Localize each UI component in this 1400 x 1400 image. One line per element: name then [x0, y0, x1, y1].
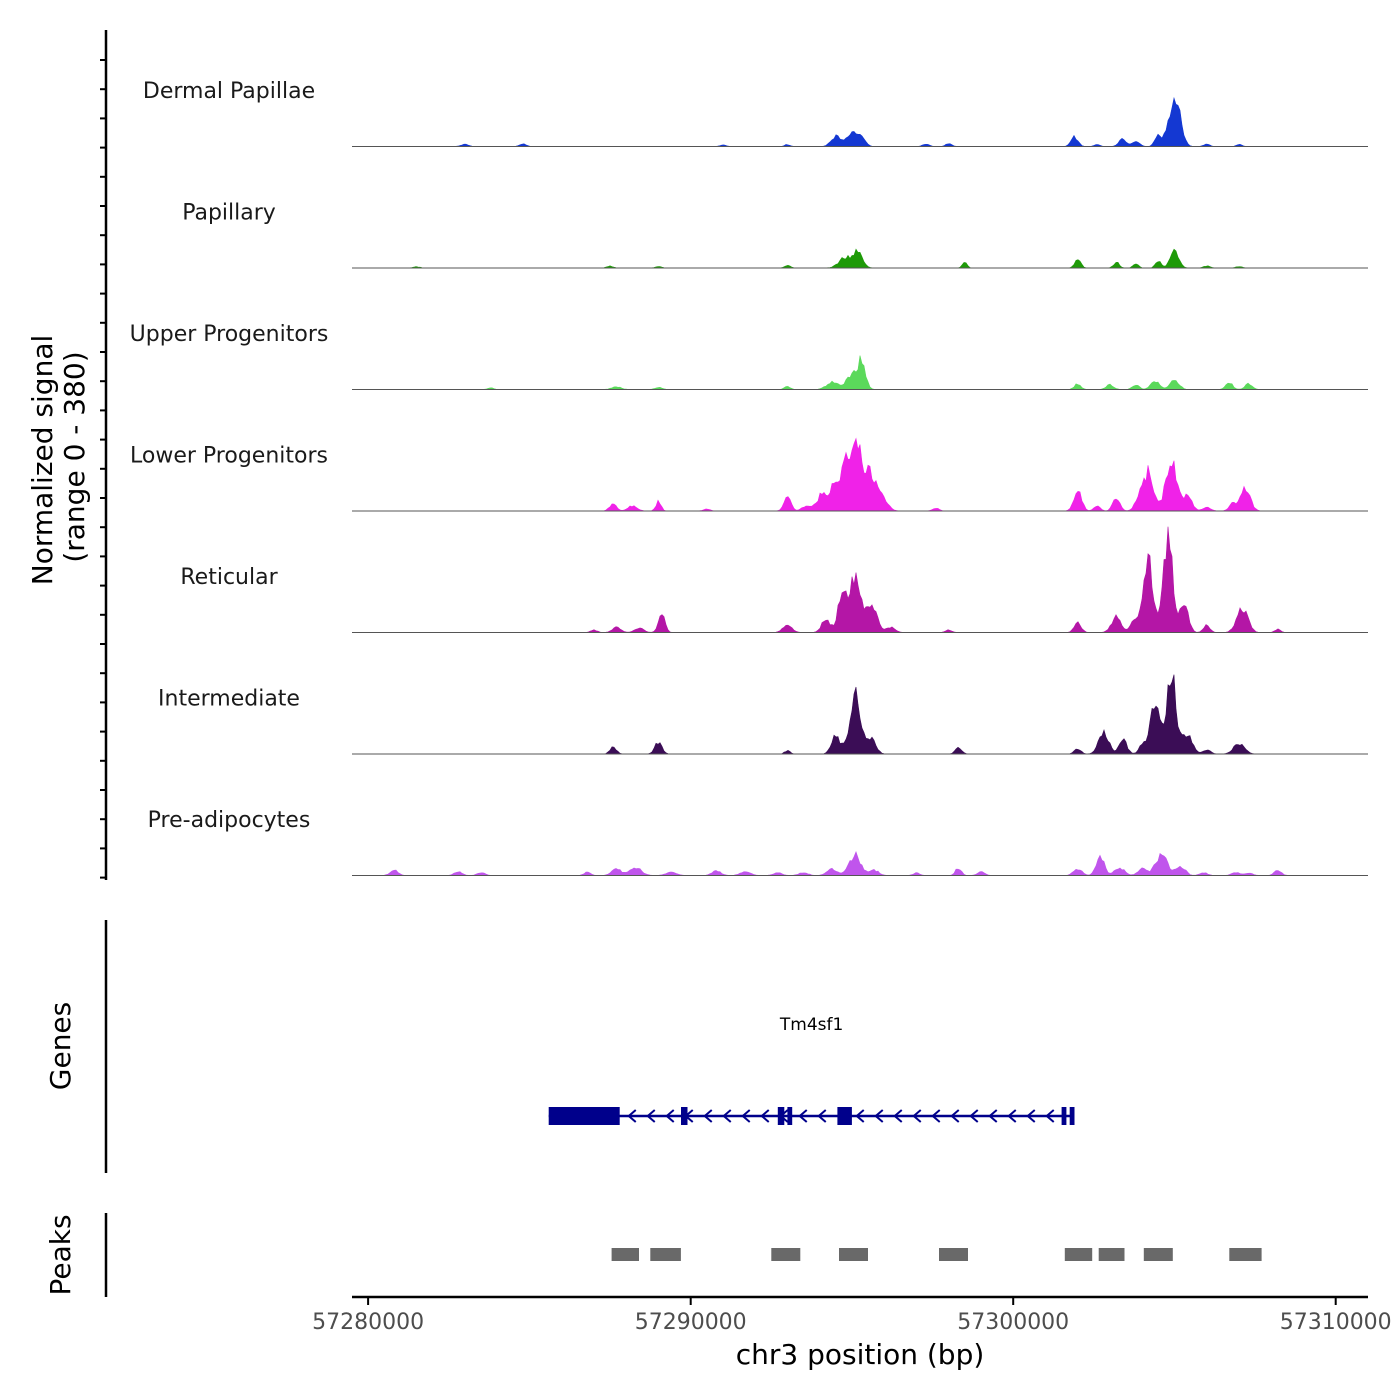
signal-area [352, 851, 1368, 876]
signal-area [352, 248, 1368, 269]
strand-arrow [950, 1109, 960, 1123]
peak-region [839, 1248, 868, 1261]
strand-arrow [1007, 1109, 1017, 1123]
peak-region [611, 1248, 639, 1261]
peak-region [771, 1248, 801, 1261]
peak-region [1098, 1248, 1125, 1261]
x-tick-label: 57310000 [1280, 1310, 1392, 1335]
strand-arrow [817, 1109, 827, 1123]
signal-area [352, 526, 1368, 633]
gene-exon [1069, 1107, 1075, 1125]
strand-arrow [798, 1109, 808, 1123]
track-reticular: Reticular [180, 526, 1368, 633]
peak-region [939, 1248, 968, 1261]
coverage-panel: Dermal Papillae Papillary Upper Progenitor… [130, 79, 1368, 876]
strand-arrow [722, 1109, 732, 1123]
strand-arrow [969, 1109, 979, 1123]
strand-arrow [646, 1109, 656, 1123]
strand-arrow [893, 1109, 903, 1123]
gene-exon [837, 1107, 852, 1125]
track-label: Reticular [180, 565, 278, 590]
track-label: Upper Progenitors [130, 322, 329, 347]
x-tick-label: 57290000 [635, 1310, 747, 1335]
track-lower-progenitors: Lower Progenitors [130, 437, 1368, 512]
gene-exon [548, 1107, 620, 1125]
signal-area [352, 96, 1368, 147]
strand-arrow [931, 1109, 941, 1123]
strand-arrow [912, 1109, 922, 1123]
track-label: Papillary [182, 201, 276, 226]
signal-area [352, 674, 1368, 755]
y-axis-title: Normalized signal [26, 335, 59, 586]
track-label: Lower Progenitors [130, 444, 328, 469]
peak-region [1143, 1248, 1173, 1261]
track-papillary: Papillary [182, 201, 1368, 269]
x-tick-label: 57280000 [312, 1310, 424, 1335]
track-label: Dermal Papillae [143, 79, 315, 104]
track-intermediate: Intermediate [158, 674, 1368, 755]
gene-panel [548, 1107, 1075, 1125]
strand-arrow [627, 1109, 637, 1123]
peaks-panel-title: Peaks [44, 1214, 77, 1295]
x-axis: 57280000 57290000 57300000 57310000 [312, 1295, 1392, 1335]
peak-region [650, 1248, 681, 1261]
peak-region [1064, 1248, 1093, 1261]
strand-arrow [703, 1109, 713, 1123]
gene-exon [681, 1107, 688, 1125]
strand-arrow [665, 1109, 675, 1123]
peaks-panel [611, 1248, 1262, 1261]
peak-region [1229, 1248, 1262, 1261]
track-label: Pre-adipocytes [148, 808, 311, 833]
signal-area [352, 355, 1368, 390]
strand-arrow [874, 1109, 884, 1123]
strand-arrow [760, 1109, 770, 1123]
coverage-y-axis [100, 30, 108, 880]
strand-arrow [855, 1109, 865, 1123]
track-dermal-papillae: Dermal Papillae [143, 79, 1368, 147]
x-axis-title: chr3 position (bp) [736, 1338, 985, 1371]
gene-name-label: Tm4sf1 [779, 1015, 843, 1035]
strand-arrow [1045, 1109, 1055, 1123]
gene-exon [1061, 1107, 1067, 1125]
x-tick-label: 57300000 [957, 1310, 1069, 1335]
genes-panel-title: Genes [44, 1002, 77, 1090]
signal-area [352, 437, 1368, 512]
track-label: Intermediate [158, 687, 300, 712]
y-axis-range: (range 0 - 380) [58, 351, 91, 562]
gene-exon [777, 1107, 785, 1125]
strand-arrow [1026, 1109, 1036, 1123]
strand-arrow [988, 1109, 998, 1123]
gene-exon [787, 1107, 793, 1125]
track-upper-progenitors: Upper Progenitors [130, 322, 1368, 390]
strand-arrow [741, 1109, 751, 1123]
track-pre-adipocytes: Pre-adipocytes [148, 808, 1368, 876]
